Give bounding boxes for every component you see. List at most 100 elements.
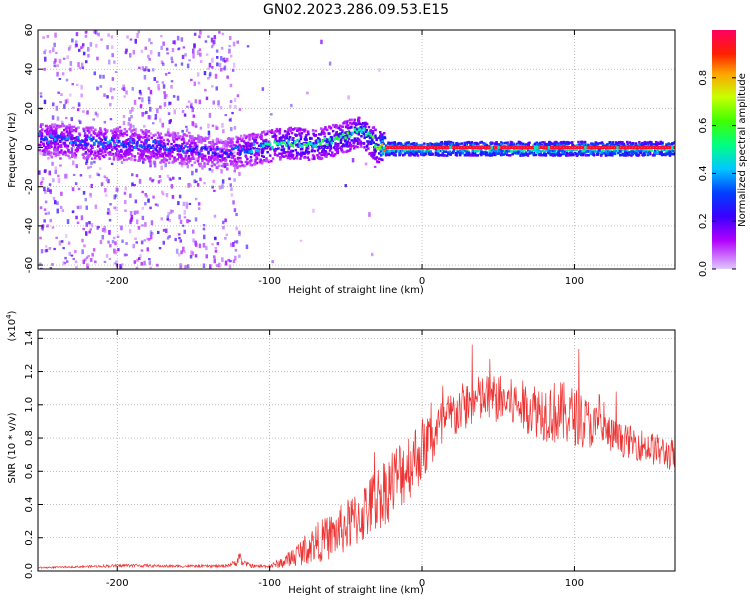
heatmap-cell [349,121,352,125]
heatmap-cell [223,65,227,71]
heatmap-cell [95,149,99,153]
heatmap-cell [70,137,73,141]
heatmap-cell [42,36,45,39]
heatmap-cell [382,132,386,135]
heatmap-cell [134,199,138,204]
heatmap-cell [650,144,653,148]
heatmap-cell [260,154,264,158]
heatmap-cell [626,140,629,144]
heatmap-cell [344,184,347,188]
heatmap-cell [157,150,160,154]
heatmap-cell [614,142,617,146]
heatmap-cell [143,75,147,80]
heatmap-cell [257,133,260,136]
heatmap-peak [200,147,203,151]
ytick-label: 1.0 [24,397,35,413]
heatmap-cell [578,143,581,146]
heatmap-cell [69,135,72,139]
heatmap-cell [100,182,104,187]
heatmap-cell [180,158,184,162]
heatmap-cell [161,122,164,128]
heatmap-cell [192,48,195,54]
heatmap-cell [232,200,235,205]
heatmap-peak [668,146,672,149]
heatmap-cell [447,140,451,144]
heatmap-cell [231,162,235,166]
heatmap-cell [160,45,163,50]
heatmap-cell [374,148,378,151]
heatmap-cell [527,142,530,145]
heatmap-cell [94,128,97,131]
heatmap-cell [131,154,134,157]
heatmap-cell [197,140,200,143]
heatmap-cell [454,153,458,157]
heatmap-cell [363,134,367,137]
heatmap-cell [156,80,159,83]
heatmap-cell [306,147,310,150]
heatmap-cell [404,142,407,145]
heatmap-peak [156,140,160,144]
heatmap-cell [367,125,371,129]
heatmap-cell [138,66,141,70]
heatmap-cell [379,158,383,161]
heatmap-cell [51,129,55,133]
heatmap-peak [330,141,334,145]
heatmap-cell [333,125,337,129]
heatmap-cell [46,130,49,133]
heatmap-cell [436,153,440,156]
heatmap-cell [445,142,449,146]
heatmap-cell [247,142,250,146]
figure-title: GN02.2023.286.09.53.E15 [263,2,449,18]
heatmap-cell [224,236,227,240]
heatmap-cell [40,123,43,126]
heatmap-cell [570,153,573,157]
heatmap-cell [176,146,180,149]
heatmap-cell [103,260,107,263]
heatmap-peak [392,146,395,149]
heatmap-cell [85,126,88,129]
heatmap-cell [94,111,98,116]
heatmap-peak [76,136,80,140]
heatmap-cell [581,153,584,157]
heatmap-peak [422,146,425,149]
heatmap-cell [399,152,403,155]
heatmap-cell [133,210,137,215]
heatmap-cell [196,50,200,56]
heatmap-cell [282,148,286,151]
heatmap-cell [108,157,111,160]
heatmap-cell [187,157,191,160]
heatmap-cell [59,157,62,160]
heatmap-peak [170,146,174,150]
heatmap-cell [190,142,194,145]
heatmap-cell [370,153,374,156]
heatmap-cell [143,143,146,146]
heatmap-cell [606,148,609,151]
heatmap-cell [149,164,152,168]
heatmap-cell [223,157,227,160]
heatmap-cell [270,159,273,163]
heatmap-cell [348,149,352,152]
heatmap-cell [218,62,222,68]
heatmap-cell [513,149,517,152]
heatmap-cell [103,93,106,97]
heatmap-cell [66,55,69,59]
heatmap-cell [589,148,593,151]
heatmap-cell [519,141,523,145]
heatmap-cell [75,135,79,139]
heatmap-cell [164,148,167,151]
heatmap-cell [337,133,340,136]
heatmap-cell [287,151,290,154]
heatmap-peak [401,146,404,149]
heatmap-cell [172,146,175,150]
heatmap-cell [153,162,157,168]
heatmap-cell [54,170,57,175]
ytick-label: -40 [24,218,35,234]
heatmap-cell [255,161,259,165]
heatmap-cell [254,138,258,142]
heatmap-cell [536,143,539,146]
heatmap-cell [67,148,70,152]
heatmap-cell [114,135,117,138]
heatmap-cell [239,157,242,160]
heatmap-cell [165,47,169,51]
heatmap-cell [143,135,147,139]
